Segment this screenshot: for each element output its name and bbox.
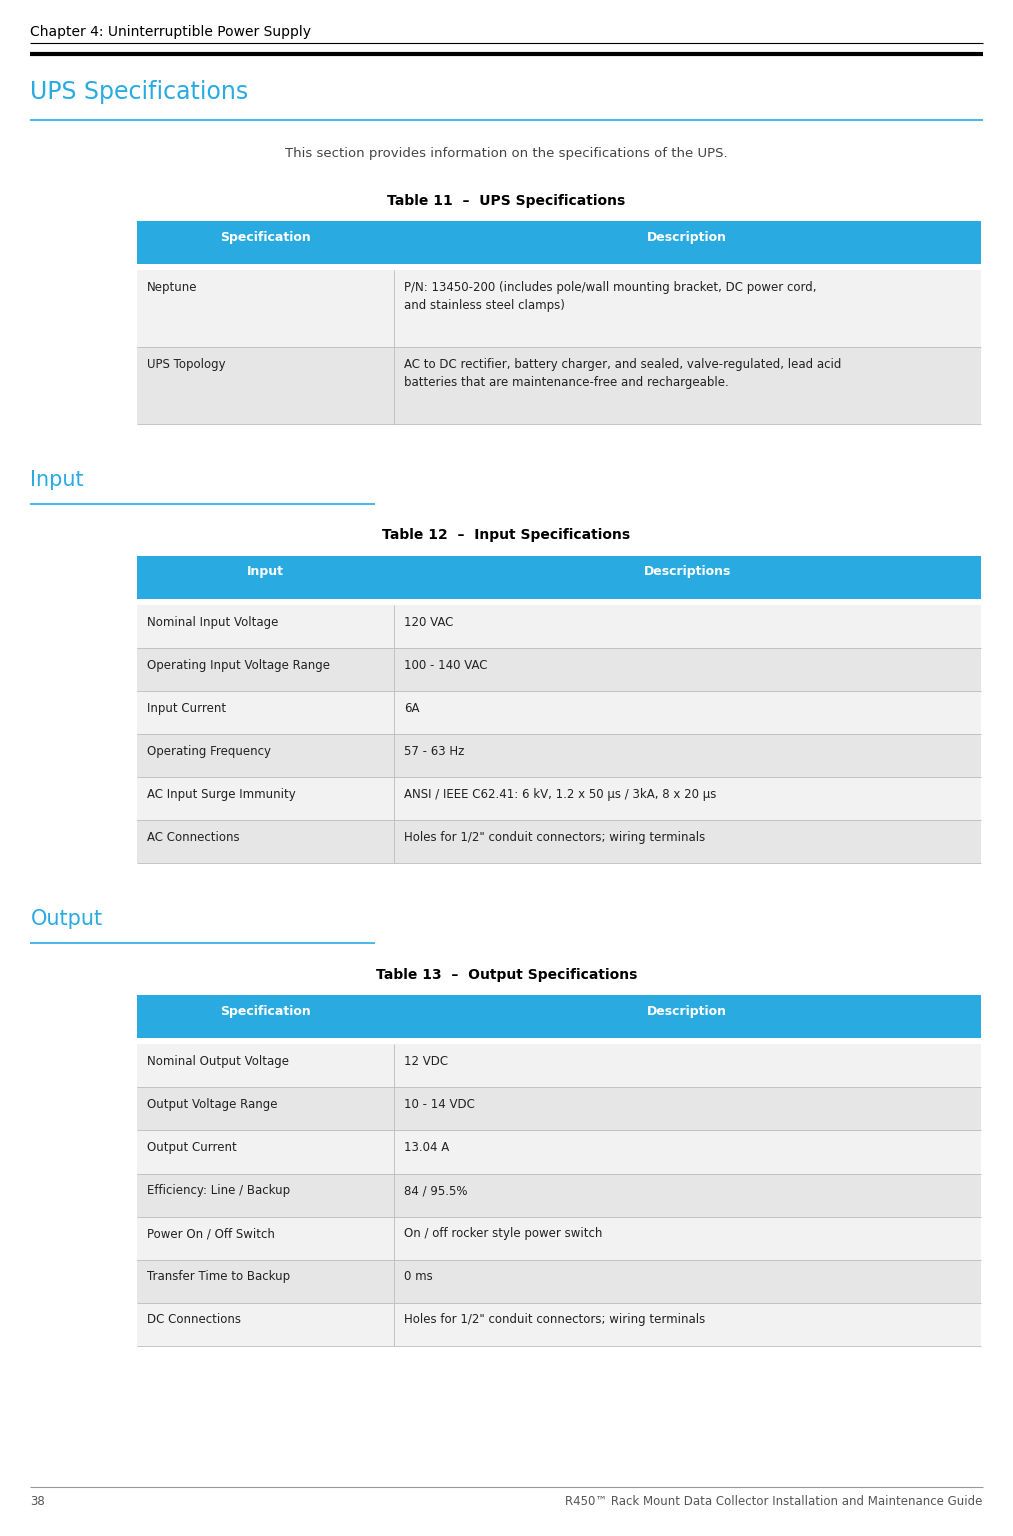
Text: Chapter 4: Uninterruptible Power Supply: Chapter 4: Uninterruptible Power Supply <box>30 25 311 38</box>
FancyBboxPatch shape <box>137 1087 981 1130</box>
FancyBboxPatch shape <box>137 691 981 734</box>
FancyBboxPatch shape <box>137 1044 981 1087</box>
Text: R450™ Rack Mount Data Collector Installation and Maintenance Guide: R450™ Rack Mount Data Collector Installa… <box>565 1495 983 1507</box>
Text: AC Input Surge Immunity: AC Input Surge Immunity <box>147 788 296 800</box>
Text: This section provides information on the specifications of the UPS.: This section provides information on the… <box>286 147 727 160</box>
Text: Transfer Time to Backup: Transfer Time to Backup <box>147 1270 290 1283</box>
Text: AC to DC rectifier, battery charger, and sealed, valve-regulated, lead acid
batt: AC to DC rectifier, battery charger, and… <box>404 358 842 389</box>
FancyBboxPatch shape <box>137 995 981 1038</box>
Text: Input Current: Input Current <box>147 702 226 714</box>
FancyBboxPatch shape <box>137 270 981 347</box>
Text: On / off rocker style power switch: On / off rocker style power switch <box>404 1227 603 1240</box>
Text: Specification: Specification <box>220 1005 311 1018</box>
FancyBboxPatch shape <box>137 556 981 599</box>
Text: Operating Input Voltage Range: Operating Input Voltage Range <box>147 659 330 671</box>
Text: Holes for 1/2" conduit connectors; wiring terminals: Holes for 1/2" conduit connectors; wirin… <box>404 1313 705 1326</box>
FancyBboxPatch shape <box>137 648 981 691</box>
Text: 10 - 14 VDC: 10 - 14 VDC <box>404 1098 475 1111</box>
Text: Table 11  –  UPS Specifications: Table 11 – UPS Specifications <box>387 194 626 207</box>
Text: 100 - 140 VAC: 100 - 140 VAC <box>404 659 487 671</box>
Text: Descriptions: Descriptions <box>643 565 731 579</box>
Text: Neptune: Neptune <box>147 281 198 293</box>
Text: UPS Topology: UPS Topology <box>147 358 226 370</box>
Text: Output Voltage Range: Output Voltage Range <box>147 1098 278 1111</box>
FancyBboxPatch shape <box>137 347 981 424</box>
Text: Nominal Input Voltage: Nominal Input Voltage <box>147 616 279 628</box>
Text: Input: Input <box>30 470 84 490</box>
Text: Table 13  –  Output Specifications: Table 13 – Output Specifications <box>376 968 637 982</box>
Text: Operating Frequency: Operating Frequency <box>147 745 270 757</box>
FancyBboxPatch shape <box>137 1303 981 1346</box>
FancyBboxPatch shape <box>137 221 981 264</box>
Text: 120 VAC: 120 VAC <box>404 616 454 628</box>
Text: Table 12  –  Input Specifications: Table 12 – Input Specifications <box>383 528 630 542</box>
FancyBboxPatch shape <box>137 1217 981 1260</box>
Text: Efficiency: Line / Backup: Efficiency: Line / Backup <box>147 1184 290 1197</box>
Text: Nominal Output Voltage: Nominal Output Voltage <box>147 1055 289 1068</box>
Text: 38: 38 <box>30 1495 46 1507</box>
Text: Output: Output <box>30 909 102 929</box>
Text: Description: Description <box>647 1005 727 1018</box>
Text: P/N: 13450-200 (includes pole/wall mounting bracket, DC power cord,
and stainles: P/N: 13450-200 (includes pole/wall mount… <box>404 281 816 312</box>
Text: 12 VDC: 12 VDC <box>404 1055 449 1068</box>
Text: Description: Description <box>647 230 727 244</box>
FancyBboxPatch shape <box>137 605 981 648</box>
Text: 0 ms: 0 ms <box>404 1270 433 1283</box>
Text: UPS Specifications: UPS Specifications <box>30 80 248 104</box>
Text: 13.04 A: 13.04 A <box>404 1141 450 1154</box>
FancyBboxPatch shape <box>137 734 981 777</box>
Text: Power On / Off Switch: Power On / Off Switch <box>147 1227 275 1240</box>
Text: Output Current: Output Current <box>147 1141 237 1154</box>
Text: DC Connections: DC Connections <box>147 1313 241 1326</box>
Text: Specification: Specification <box>220 230 311 244</box>
FancyBboxPatch shape <box>137 1260 981 1303</box>
FancyBboxPatch shape <box>137 1130 981 1174</box>
Text: ANSI / IEEE C62.41: 6 kV, 1.2 x 50 μs / 3kA, 8 x 20 μs: ANSI / IEEE C62.41: 6 kV, 1.2 x 50 μs / … <box>404 788 716 800</box>
Text: AC Connections: AC Connections <box>147 831 239 843</box>
Text: 57 - 63 Hz: 57 - 63 Hz <box>404 745 465 757</box>
FancyBboxPatch shape <box>137 777 981 820</box>
FancyBboxPatch shape <box>137 1174 981 1217</box>
Text: Holes for 1/2" conduit connectors; wiring terminals: Holes for 1/2" conduit connectors; wirin… <box>404 831 705 843</box>
Text: Input: Input <box>247 565 284 579</box>
Text: 84 / 95.5%: 84 / 95.5% <box>404 1184 468 1197</box>
FancyBboxPatch shape <box>137 820 981 863</box>
Text: 6A: 6A <box>404 702 419 714</box>
